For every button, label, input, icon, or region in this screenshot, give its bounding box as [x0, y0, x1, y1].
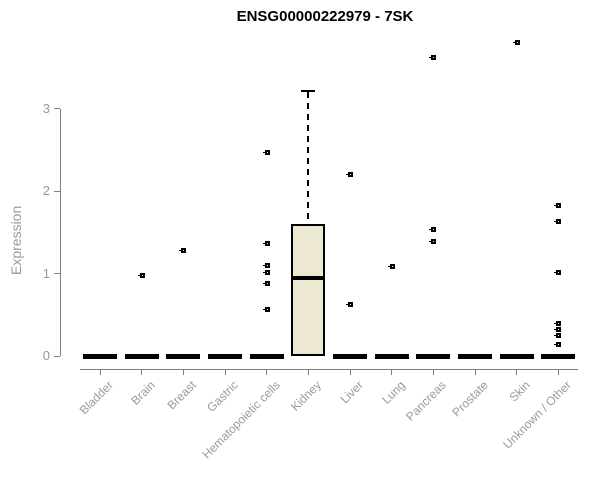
chart-title: ENSG00000222979 - 7SK	[236, 8, 414, 25]
outlier-point	[554, 342, 562, 348]
y-tick-label: 2	[42, 183, 50, 198]
outlier-point	[387, 264, 395, 270]
outlier-point	[554, 326, 562, 332]
outlier-point	[137, 273, 145, 279]
outlier-point	[262, 306, 270, 312]
outlier-point	[554, 332, 562, 338]
x-tick	[224, 369, 226, 375]
zero-dash	[541, 353, 576, 359]
outlier-point	[346, 302, 354, 308]
x-tick	[349, 369, 351, 375]
zero-dash	[249, 353, 284, 359]
outlier-point	[429, 55, 437, 61]
outlier-point	[346, 171, 354, 177]
whisker	[307, 92, 310, 224]
y-tick-label: 1	[42, 265, 50, 281]
zero-dash	[499, 353, 534, 359]
y-tick-label: 3	[42, 100, 50, 116]
x-tick	[516, 369, 518, 375]
zero-dash	[83, 353, 117, 359]
x-tick	[266, 369, 268, 375]
outlier-point	[554, 269, 562, 275]
outlier-point	[262, 150, 270, 156]
zero-dash	[124, 353, 159, 359]
outlier-point	[554, 321, 562, 326]
outlier-point	[179, 247, 187, 253]
x-tick	[141, 369, 143, 375]
x-tick	[474, 369, 476, 375]
x-tick	[307, 369, 309, 375]
outlier-point	[262, 263, 270, 269]
whisker-cap	[301, 90, 316, 93]
zero-dash	[458, 353, 493, 359]
x-tick	[391, 369, 393, 375]
y-tick	[54, 273, 60, 274]
outlier-point	[554, 218, 562, 224]
zero-dash	[416, 353, 451, 359]
x-tick	[182, 369, 184, 375]
y-axis	[60, 108, 61, 356]
y-tick	[54, 190, 60, 192]
outlier-point	[554, 203, 562, 209]
y-tick-label: 0	[42, 348, 50, 363]
outlier-point	[262, 240, 270, 246]
outlier-point	[429, 226, 437, 232]
x-tick	[99, 369, 101, 375]
zero-dash	[333, 353, 368, 359]
x-axis	[80, 369, 578, 370]
outlier-point	[429, 239, 437, 245]
outlier-point	[262, 281, 270, 287]
box	[291, 224, 326, 356]
y-tick	[54, 108, 60, 109]
outlier-point	[262, 269, 270, 275]
zero-dash	[166, 353, 201, 359]
x-tick	[432, 369, 434, 375]
outlier-point	[512, 39, 520, 45]
median-line	[291, 275, 326, 280]
y-tick	[54, 355, 60, 357]
x-tick	[557, 369, 559, 375]
zero-dash	[374, 353, 409, 359]
zero-dash	[208, 353, 242, 359]
y-axis-label: Expression	[8, 205, 24, 275]
